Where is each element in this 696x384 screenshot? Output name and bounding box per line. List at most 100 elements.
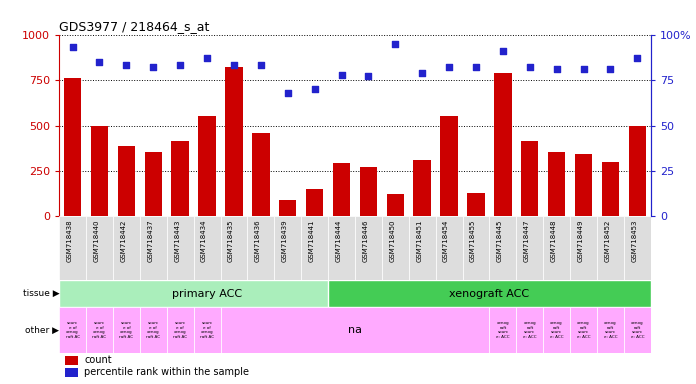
Bar (113, 217, 140, 280)
Text: sourc
e of
xenog
raft AC: sourc e of xenog raft AC (119, 321, 134, 339)
Bar (193, 308, 221, 353)
Text: xenog
raft
sourc
e: ACC: xenog raft sourc e: ACC (523, 321, 537, 339)
Bar (113, 308, 140, 353)
Point (578, 66, 589, 72)
Point (363, 73, 374, 79)
Bar (467, 193, 484, 217)
Text: GSM718440: GSM718440 (93, 220, 100, 262)
Bar (516, 217, 543, 280)
Point (498, 48, 509, 54)
Text: sourc
e of
xenog
raft AC: sourc e of xenog raft AC (173, 321, 187, 339)
Bar (221, 217, 247, 280)
Text: GSM718436: GSM718436 (255, 220, 261, 262)
Text: GSM718451: GSM718451 (416, 220, 422, 262)
Bar (441, 116, 458, 217)
Bar (59, 280, 355, 308)
Bar (543, 308, 570, 353)
Text: GSM718445: GSM718445 (497, 220, 503, 262)
Bar (624, 217, 651, 280)
Bar (570, 217, 597, 280)
Bar (64, 78, 81, 217)
Bar (489, 308, 516, 353)
Text: GSM718441: GSM718441 (308, 220, 315, 262)
Bar (597, 217, 624, 280)
Bar (247, 217, 274, 280)
Bar (301, 217, 328, 280)
Bar (140, 217, 167, 280)
Point (255, 63, 267, 69)
Text: GSM718452: GSM718452 (604, 220, 610, 262)
Point (524, 64, 535, 70)
Bar (140, 308, 167, 353)
Bar (516, 308, 543, 353)
Bar (521, 141, 539, 217)
Point (336, 71, 347, 78)
Point (632, 55, 643, 61)
Bar (59, 308, 86, 353)
Bar (494, 73, 512, 217)
Point (67, 44, 78, 50)
Text: primary ACC: primary ACC (172, 289, 242, 299)
Text: GSM718446: GSM718446 (363, 220, 368, 262)
Text: GSM718439: GSM718439 (282, 220, 287, 262)
Text: GSM718455: GSM718455 (470, 220, 476, 262)
Bar (489, 217, 516, 280)
Bar (193, 217, 221, 280)
Bar (328, 280, 651, 308)
Bar (279, 200, 296, 217)
Bar (628, 126, 646, 217)
Text: percentile rank within the sample: percentile rank within the sample (84, 367, 249, 377)
Text: xenograft ACC: xenograft ACC (450, 289, 530, 299)
Bar (118, 146, 135, 217)
Bar (65, 356, 79, 365)
Bar (65, 368, 79, 377)
Bar (333, 163, 350, 217)
Text: xenog
raft
sourc
e: ACC: xenog raft sourc e: ACC (631, 321, 644, 339)
Point (228, 63, 239, 69)
Text: xenog
raft
sourc
e: ACC: xenog raft sourc e: ACC (603, 321, 617, 339)
Text: GSM718435: GSM718435 (228, 220, 234, 262)
Bar (601, 162, 619, 217)
Bar (306, 189, 324, 217)
Text: xenog
raft
sourc
e: ACC: xenog raft sourc e: ACC (577, 321, 590, 339)
Text: xenog
raft
sourc
e: ACC: xenog raft sourc e: ACC (550, 321, 564, 339)
Point (605, 66, 616, 72)
Bar (86, 308, 113, 353)
Text: GDS3977 / 218464_s_at: GDS3977 / 218464_s_at (59, 20, 209, 33)
Text: GSM718437: GSM718437 (148, 220, 153, 262)
Bar (226, 67, 243, 217)
Point (94, 59, 105, 65)
Text: GSM718449: GSM718449 (578, 220, 583, 262)
Bar (386, 194, 404, 217)
Bar (570, 308, 597, 353)
Bar (409, 217, 436, 280)
Text: na: na (348, 325, 362, 335)
Bar (575, 154, 592, 217)
Text: GSM718450: GSM718450 (389, 220, 395, 262)
Point (551, 66, 562, 72)
Bar (167, 308, 193, 353)
Bar (597, 308, 624, 353)
Bar (355, 217, 382, 280)
Text: sourc
e of
xenog
raft AC: sourc e of xenog raft AC (93, 321, 106, 339)
Bar (59, 217, 86, 280)
Point (175, 63, 186, 69)
Bar (167, 217, 193, 280)
Bar (463, 217, 489, 280)
Point (390, 41, 401, 47)
Bar (413, 160, 431, 217)
Text: GSM718444: GSM718444 (335, 220, 342, 262)
Text: sourc
e of
xenog
raft AC: sourc e of xenog raft AC (200, 321, 214, 339)
Point (443, 64, 454, 70)
Bar (624, 308, 651, 353)
Text: GSM718438: GSM718438 (67, 220, 72, 262)
Text: count: count (84, 355, 112, 366)
Text: GSM718448: GSM718448 (551, 220, 557, 262)
Text: GSM718453: GSM718453 (631, 220, 638, 262)
Text: tissue ▶: tissue ▶ (22, 289, 59, 298)
Bar (360, 167, 377, 217)
Text: GSM718447: GSM718447 (524, 220, 530, 262)
Bar (198, 116, 216, 217)
Point (309, 86, 320, 92)
Point (417, 70, 428, 76)
